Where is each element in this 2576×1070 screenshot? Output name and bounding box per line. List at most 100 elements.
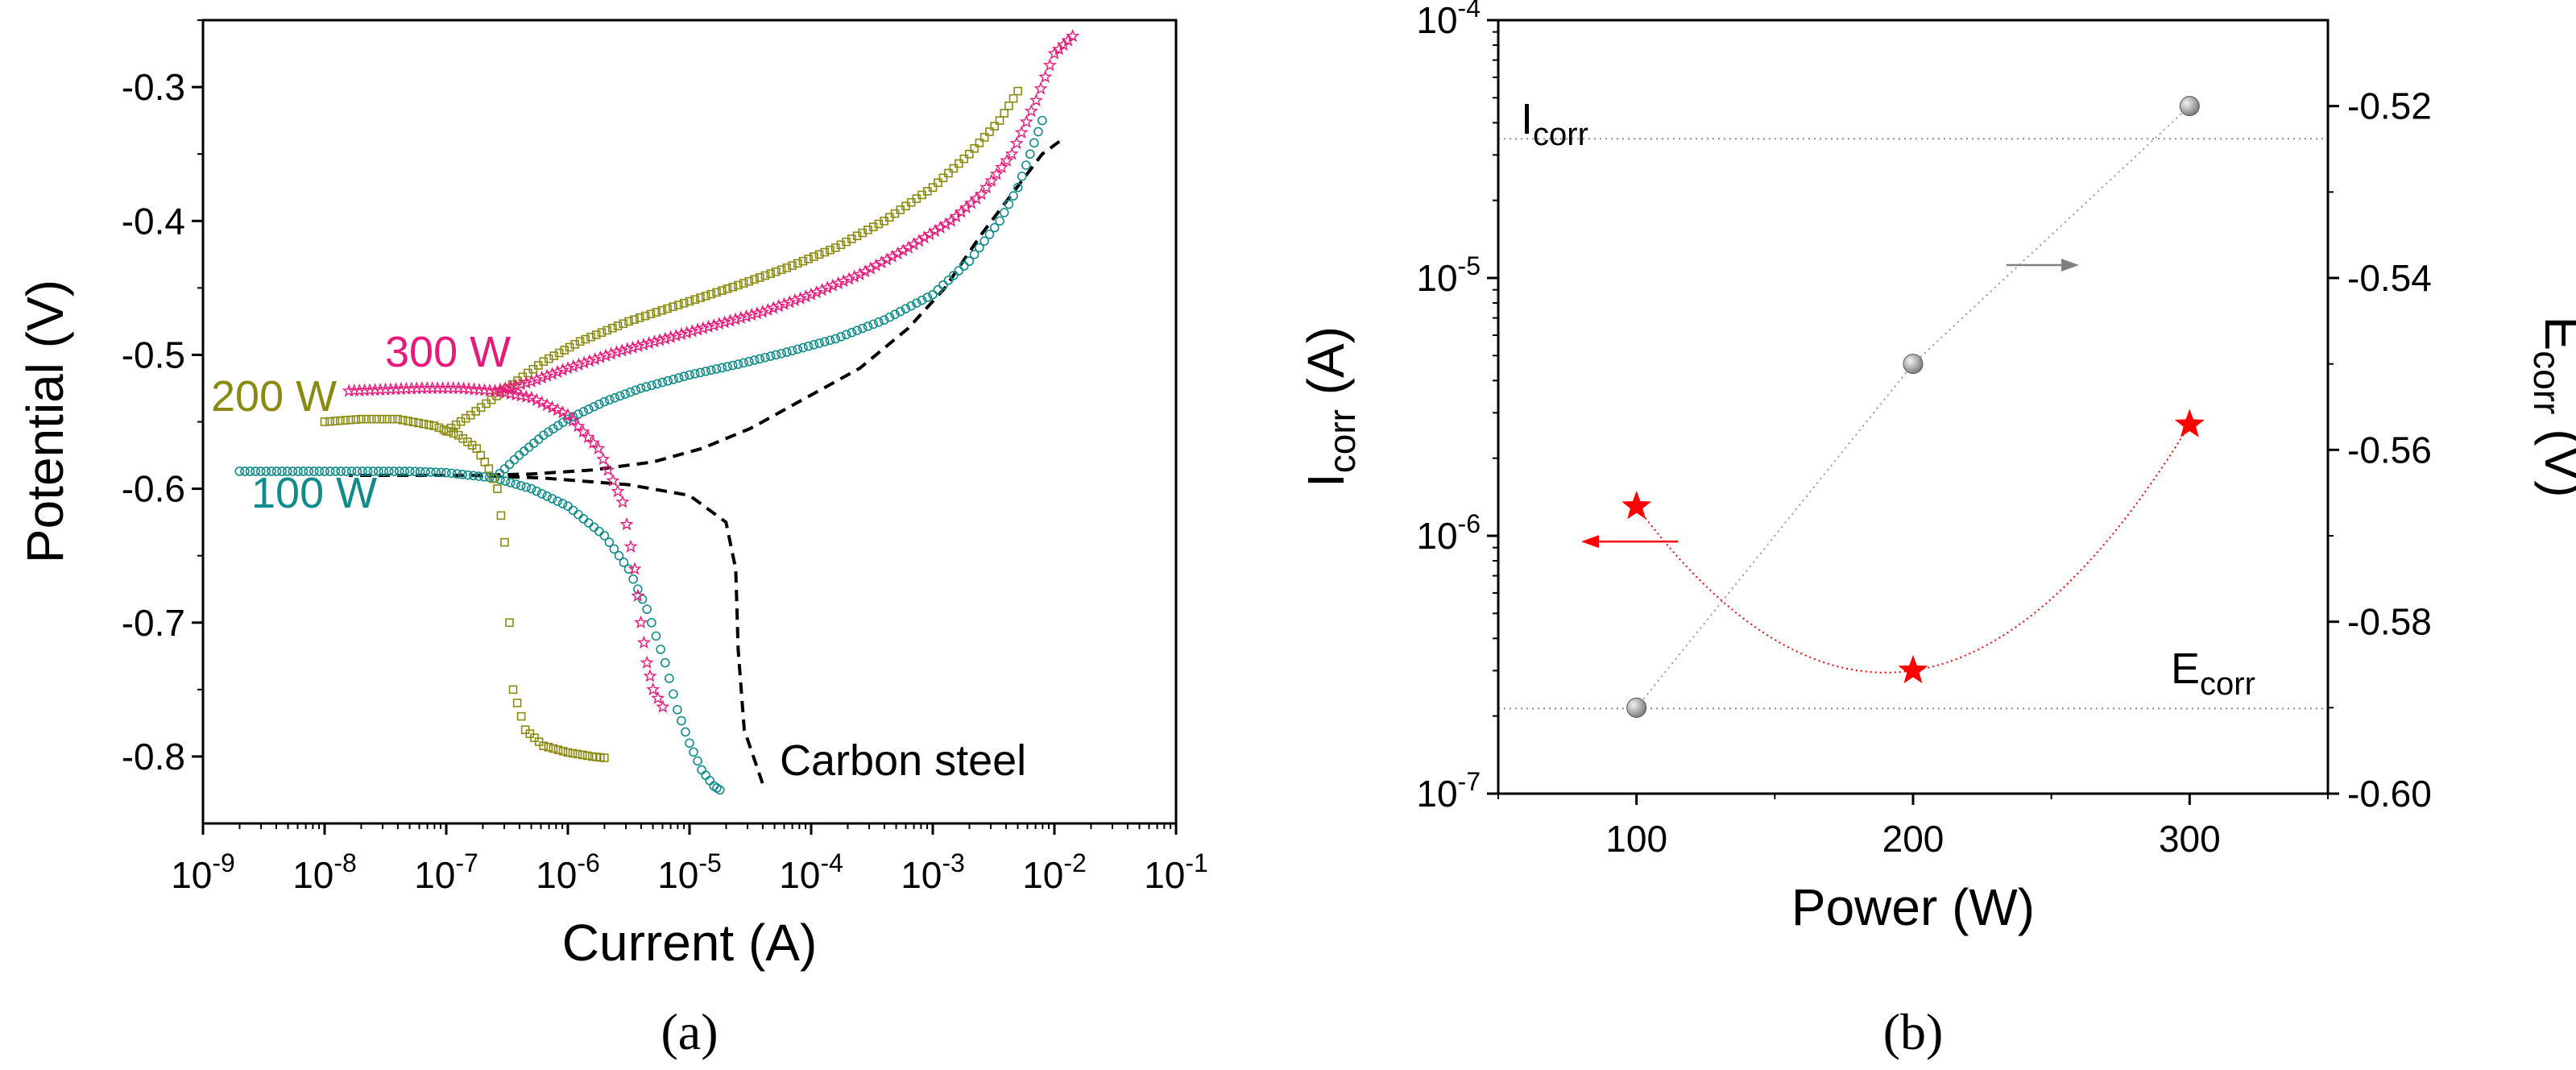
series-300-w-point <box>651 691 665 704</box>
series-100-w-point <box>628 574 638 584</box>
series-100-w-point <box>739 358 748 368</box>
series-100-w-point <box>506 478 516 487</box>
series-200-w-point <box>560 346 569 355</box>
series-carbon-steel-cathodic-curve <box>349 473 764 784</box>
series-300-w-point <box>545 367 560 380</box>
series-100-w-point <box>589 401 599 412</box>
series-300-w-point <box>696 321 710 334</box>
series-200-w-point <box>679 298 689 308</box>
series-100-w-point <box>647 617 656 628</box>
series-300-w-point <box>503 379 518 393</box>
series-300-w-point <box>642 336 656 350</box>
series-200-w-point <box>599 753 609 762</box>
panel-b-y-right-tick-label: -0.60 <box>2347 773 2432 815</box>
series-100-w-point <box>711 364 722 374</box>
series-300-w-point <box>596 452 611 466</box>
series-200-w-point <box>830 243 840 252</box>
series-100-w-point <box>619 558 629 567</box>
series-100-w-point <box>665 674 674 683</box>
series-300-w-point <box>928 223 942 238</box>
series-100-w-point <box>415 467 425 477</box>
series-300-w-point <box>604 346 619 360</box>
series-300-w-point <box>974 187 988 201</box>
panel-a-data-layer <box>234 28 1080 795</box>
panel-a-annotation-200w: 200 W <box>211 372 337 421</box>
series-300-w-point <box>631 588 645 602</box>
panel-b-x-axis-title: Power (W) <box>1791 878 2035 936</box>
series-100-w-point <box>549 424 558 433</box>
series-300-w-point <box>744 307 759 321</box>
series-200-w-point <box>798 256 808 266</box>
series-300-w-point <box>701 319 715 334</box>
series-200-w-point <box>965 149 974 159</box>
series-100-w-point <box>614 550 624 561</box>
series-100-w-point <box>309 467 319 476</box>
series-100-w-point <box>995 216 1004 226</box>
series-200-w-point <box>404 417 412 425</box>
series-300-w-point <box>798 289 813 303</box>
series-200-w-point <box>944 168 953 178</box>
panel-a-x-tick-label: 10-2 <box>1022 848 1087 896</box>
series-100-w-point <box>1013 182 1023 193</box>
series-300-w-point <box>620 342 635 355</box>
series-100-w-point <box>1025 149 1035 159</box>
series-300-w-point <box>493 382 507 396</box>
series-200-w-point <box>570 340 579 349</box>
left-axis-arrow-head <box>1581 535 1599 549</box>
icorr-point <box>2174 409 2205 438</box>
series-300-w-point <box>581 429 595 444</box>
series-100-w-point <box>336 467 346 476</box>
series-200-w-point <box>549 744 558 753</box>
series-100-w-point <box>685 370 694 380</box>
series-300-w-point <box>896 243 910 257</box>
series-200-w-point <box>717 286 727 295</box>
series-100-w-point <box>410 467 420 477</box>
series-100-w-point <box>954 266 964 276</box>
panel-a-y-tick-label: -0.3 <box>122 66 185 108</box>
series-200-w-point <box>603 326 611 335</box>
series-100-w-point <box>777 348 786 359</box>
series-100-w-point <box>452 469 462 479</box>
series-300-w-point <box>582 354 597 367</box>
series-100-w-point <box>938 280 948 290</box>
series-300-w-point <box>545 400 560 414</box>
series-100-w-point <box>949 271 959 280</box>
series-300-w-point <box>540 368 554 382</box>
series-200-w-point <box>383 414 391 424</box>
series-100-w-point <box>271 467 282 476</box>
panel-a-y-tick-label: -0.5 <box>122 334 185 375</box>
series-200-w-point <box>985 127 994 136</box>
series-300-w-point <box>814 283 829 297</box>
series-300-w-point <box>912 234 926 247</box>
series-300-w-point <box>788 292 802 307</box>
series-300-w-point <box>556 363 570 376</box>
series-300-w-point <box>565 413 580 427</box>
series-100-w-point <box>695 367 706 378</box>
series-100-w-point <box>984 230 995 239</box>
series-300-w-point <box>609 345 623 359</box>
series-100-w-point <box>431 467 441 477</box>
series-100-w-point <box>293 467 303 476</box>
series-100-w-point <box>479 472 489 482</box>
panel-a-x-tick-label: 10-9 <box>171 848 235 896</box>
series-300-w-point <box>593 350 607 364</box>
series-100-w-point <box>568 505 578 516</box>
series-200-w-point <box>766 269 775 278</box>
series-300-w-point <box>858 264 872 278</box>
series-300-w-point <box>1014 125 1029 139</box>
series-300-w-point <box>766 301 781 314</box>
series-300-w-point <box>739 309 753 322</box>
series-300-w-point <box>760 302 775 317</box>
series-200-w-point <box>544 742 553 752</box>
series-300-w-point <box>524 390 539 404</box>
series-100-w-point <box>705 776 714 786</box>
series-100-w-point <box>641 382 652 392</box>
panel-b-x-tick-label: 300 <box>2159 818 2221 860</box>
series-100-w-point <box>884 312 895 322</box>
series-300-w-point <box>712 317 727 330</box>
series-100-w-point <box>400 467 410 476</box>
series-200-w-point <box>414 418 423 428</box>
series-300-w-point <box>1047 46 1062 60</box>
series-300-w-point <box>820 280 835 294</box>
series-100-w-point <box>504 459 515 470</box>
